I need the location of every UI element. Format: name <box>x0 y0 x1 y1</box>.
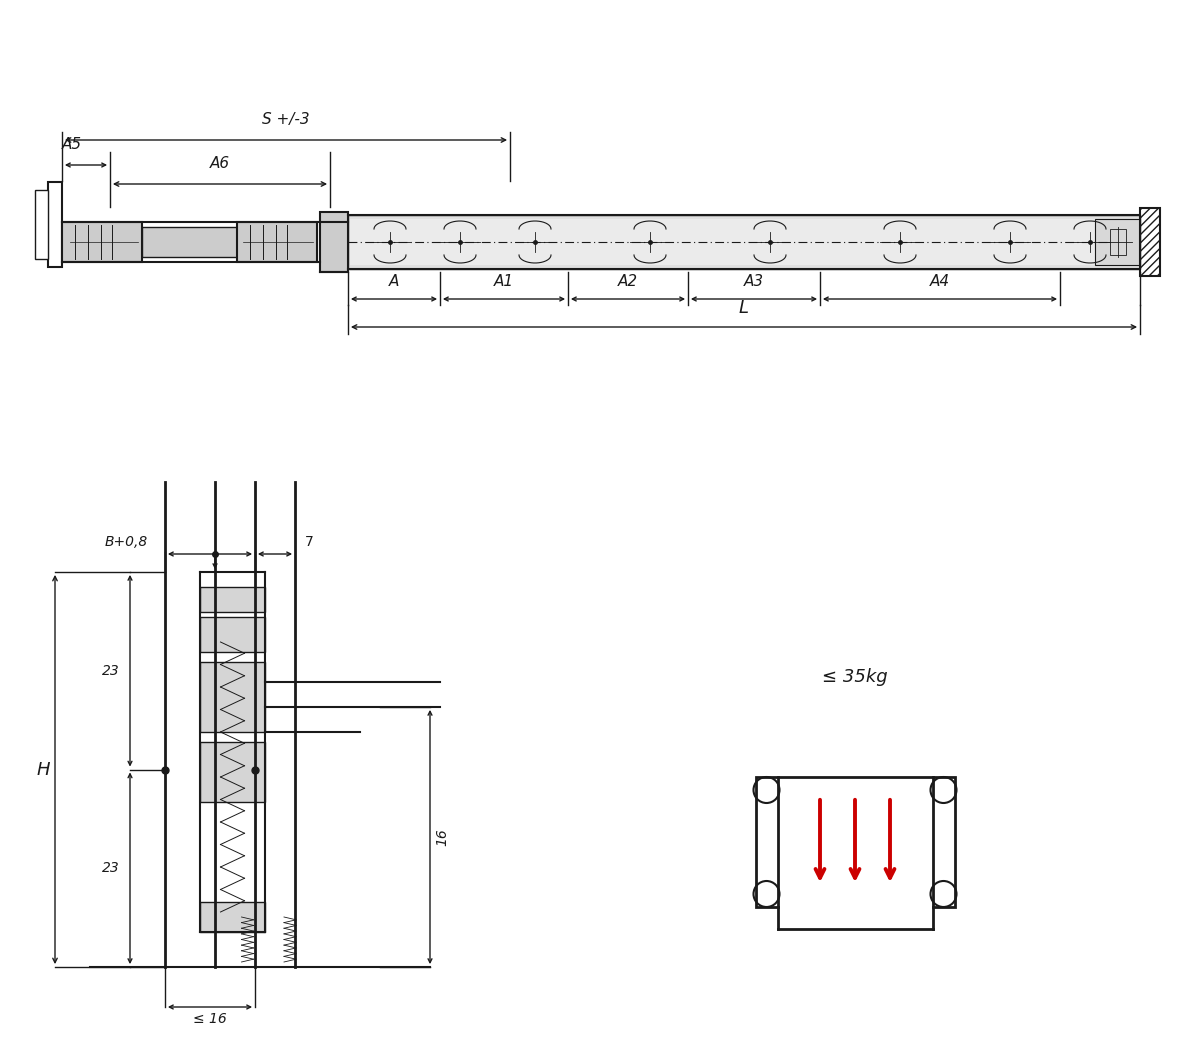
Bar <box>1140 208 1160 276</box>
Text: A4: A4 <box>930 274 950 289</box>
Bar <box>35 190 48 259</box>
Text: ≤ 16: ≤ 16 <box>193 1012 227 1026</box>
Bar <box>350 219 1138 266</box>
Bar <box>200 587 265 612</box>
Text: A2: A2 <box>618 274 638 289</box>
Text: L: L <box>739 299 749 316</box>
Bar <box>756 777 778 907</box>
Text: A: A <box>389 274 400 289</box>
Text: A6: A6 <box>210 156 230 171</box>
Bar <box>142 227 238 257</box>
Text: S +/-3: S +/-3 <box>262 112 310 127</box>
Bar <box>62 222 142 262</box>
Bar <box>200 662 265 732</box>
Bar <box>200 617 265 652</box>
Bar <box>1110 229 1126 255</box>
Text: 23: 23 <box>102 861 120 875</box>
Bar <box>932 777 954 907</box>
Bar <box>320 212 348 272</box>
Text: 23: 23 <box>102 664 120 678</box>
Text: A5: A5 <box>62 137 82 152</box>
Text: ≤ 35kg: ≤ 35kg <box>822 668 888 686</box>
Bar <box>48 182 62 267</box>
Bar <box>348 215 1140 269</box>
Bar <box>200 742 265 802</box>
Bar <box>1096 219 1140 266</box>
Text: A3: A3 <box>744 274 764 289</box>
Bar <box>200 902 265 932</box>
Text: 16: 16 <box>436 828 449 845</box>
Text: A1: A1 <box>494 274 514 289</box>
Text: B+0,8: B+0,8 <box>106 535 149 549</box>
Bar <box>238 222 317 262</box>
Text: 7: 7 <box>305 535 313 549</box>
Text: H: H <box>36 761 49 780</box>
